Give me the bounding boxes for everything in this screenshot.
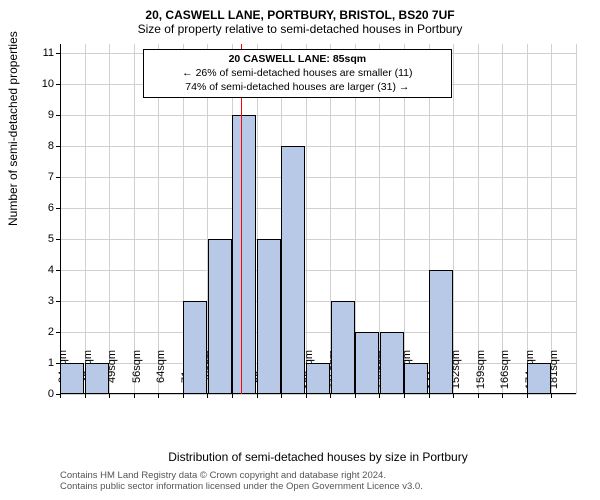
gridline-v: [453, 44, 454, 394]
info-box-line1: 20 CASWELL LANE: 85sqm: [150, 53, 446, 67]
xtick-mark: [257, 394, 258, 398]
xtick-mark: [60, 394, 61, 398]
xtick-mark: [379, 394, 380, 398]
xtick-mark: [134, 394, 135, 398]
chart-subtitle: Size of property relative to semi-detach…: [0, 22, 600, 36]
gridline-v: [576, 44, 577, 394]
xtick-mark: [330, 394, 331, 398]
xtick-mark: [158, 394, 159, 398]
gridline-v: [109, 44, 110, 394]
gridline-v: [478, 44, 479, 394]
xtick-mark: [453, 394, 454, 398]
footer-line2: Contains public sector information licen…: [60, 481, 576, 492]
chart-title: 20, CASWELL LANE, PORTBURY, BRISTOL, BS2…: [0, 8, 600, 22]
xtick-mark: [281, 394, 282, 398]
histogram-bar: [527, 363, 551, 394]
gridline-v: [134, 44, 135, 394]
xtick-mark: [232, 394, 233, 398]
y-axis-line: [60, 44, 61, 394]
xtick-mark: [429, 394, 430, 398]
xtick-mark: [527, 394, 528, 398]
gridline-h: [60, 115, 576, 116]
xtick-mark: [478, 394, 479, 398]
xtick-mark: [404, 394, 405, 398]
gridline-v: [502, 44, 503, 394]
gridline-v: [551, 44, 552, 394]
gridline-h: [60, 332, 576, 333]
histogram-bar: [404, 363, 428, 394]
x-axis-label: Distribution of semi-detached houses by …: [60, 450, 576, 464]
xtick-mark: [85, 394, 86, 398]
info-box: 20 CASWELL LANE: 85sqm← 26% of semi-deta…: [143, 49, 453, 98]
histogram-bar: [60, 363, 84, 394]
x-axis-line: [60, 393, 576, 394]
histogram-bar: [331, 301, 355, 394]
gridline-h: [60, 208, 576, 209]
histogram-bar: [85, 363, 109, 394]
gridline-v: [527, 44, 528, 394]
histogram-bar: [257, 239, 281, 394]
gridline-h: [60, 270, 576, 271]
info-box-line2: ← 26% of semi-detached houses are smalle…: [150, 67, 446, 81]
histogram-bar: [232, 115, 256, 394]
plot-area: 0123456789101134sqm42sqm49sqm56sqm64sqm7…: [60, 44, 576, 394]
xtick-mark: [207, 394, 208, 398]
footer-attribution: Contains HM Land Registry data © Crown c…: [60, 470, 576, 493]
footer-line1: Contains HM Land Registry data © Crown c…: [60, 470, 576, 481]
xtick-mark: [502, 394, 503, 398]
xtick-mark: [306, 394, 307, 398]
info-box-line3: 74% of semi-detached houses are larger (…: [150, 81, 446, 95]
xtick-mark: [355, 394, 356, 398]
gridline-h: [60, 239, 576, 240]
histogram-bar: [281, 146, 305, 394]
xtick-mark: [551, 394, 552, 398]
gridline-h: [60, 301, 576, 302]
xtick-mark: [183, 394, 184, 398]
histogram-bar: [183, 301, 207, 394]
histogram-bar: [306, 363, 330, 394]
histogram-bar: [380, 332, 404, 394]
histogram-bar: [429, 270, 453, 394]
gridline-h: [60, 146, 576, 147]
xtick-mark: [109, 394, 110, 398]
y-axis-label: Number of semi-detached properties: [6, 210, 20, 226]
histogram-bar: [355, 332, 379, 394]
gridline-v: [85, 44, 86, 394]
gridline-h: [60, 177, 576, 178]
histogram-bar: [208, 239, 232, 394]
